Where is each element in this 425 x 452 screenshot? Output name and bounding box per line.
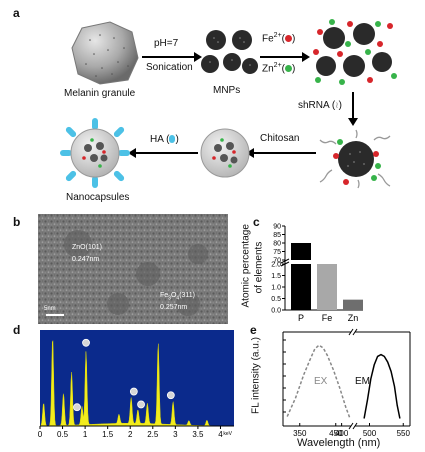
tem-image: ZnO(101) 0.247nm Fe3O4(311) 0.257nm 5nm [38, 214, 228, 324]
zn-ion-label: Zn2+() [262, 62, 296, 75]
chart-c-tick-label: 2.0 [271, 262, 281, 269]
eds-tick-label: 2 [128, 430, 133, 439]
chart-c-ylabel-line2: of elements [253, 241, 265, 294]
zno-spacing-label: 0.247nm [72, 256, 100, 263]
panel-label-b: b [13, 215, 21, 229]
eds-tick-label: 0.5 [57, 430, 69, 439]
melanin-granule-label: Melanin granule [64, 88, 136, 99]
eds-tick-label: 3.5 [192, 430, 204, 439]
zno-plane-label: ZnO(101) [72, 244, 102, 251]
chart-e-tick-label: 500 [363, 429, 377, 438]
chart-e-axis-break [352, 422, 358, 430]
chart-c-tick-label: 0.0 [271, 308, 281, 315]
shrna-icon: ≀ [335, 100, 339, 110]
ha-icon [169, 135, 176, 144]
eds-tick-label: 2.5 [147, 430, 159, 439]
chart-c-category-label: Zn [348, 313, 359, 323]
fe3o4-plane-label: Fe3O4(311) [160, 292, 196, 302]
chart-e-axis-break [348, 328, 354, 336]
arrow-shrna [348, 92, 358, 126]
bar-P-upper [291, 243, 311, 260]
ex-curve-label: EX [314, 376, 328, 387]
chart-c-tick-label: 80 [273, 241, 281, 248]
ha-label: HA () [150, 134, 179, 145]
chart-c-tick-label: 0.5 [271, 296, 281, 303]
arrow-ha [128, 148, 198, 158]
arrow-chitosan [246, 148, 316, 158]
fe-ion-dot [285, 35, 292, 43]
melanin-granule-illustration [71, 21, 139, 85]
chart-c-axis-break [280, 258, 290, 264]
shrna-label: shRNA (≀) [298, 100, 342, 111]
chart-e-ylabel: FL intensity (a.u.) [250, 337, 262, 414]
em-curve-label: EM [355, 376, 370, 387]
fe3o4-spacing-label: 0.257nm [160, 304, 188, 311]
eds-tick-label: 3 [173, 430, 178, 439]
chart-e-xlabel: Wavelength (nm) [297, 437, 381, 449]
eds-tick-label: 0 [38, 430, 43, 439]
mnps-label: MNPs [213, 85, 241, 96]
bar-Fe [317, 264, 337, 310]
chart-c-tick-label: 1.0 [271, 285, 281, 292]
eds-tick-label: 1 [83, 430, 88, 439]
bar-Zn [343, 299, 363, 310]
eds-peak-marker [129, 387, 138, 396]
eds-tick-label: 1.5 [102, 430, 114, 439]
panel-label-a: a [13, 6, 20, 20]
chitosan-coated-particle-illustration [200, 128, 250, 178]
eds-peak-marker [137, 400, 145, 409]
eds-peak-marker [73, 403, 81, 412]
arrow-ion-loading [260, 52, 310, 62]
spectrum-em [363, 353, 401, 419]
chart-e-axis-break [352, 328, 358, 336]
eds-peak-marker [82, 338, 90, 347]
chitosan-label: Chitosan [260, 133, 300, 144]
fe-ion-label: Fe2+() [262, 32, 296, 45]
nanocapsules-label: Nanocapsules [66, 192, 130, 203]
eds-x-unit: keV [223, 431, 232, 437]
chart-c-tick-label: 1.5 [271, 273, 281, 280]
ion-loaded-mnps-illustration [313, 19, 397, 85]
scale-bar-label: 5nm [44, 306, 56, 312]
chart-e-tick-label: 550 [397, 429, 411, 438]
sonication-label: Sonication [146, 62, 193, 73]
mnps-illustration [201, 30, 258, 74]
chart-c-axis-break [280, 261, 290, 267]
eds-spectrum-chart: 0 0.5 1 1.5 2 2.5 3 3.5 4 keV [38, 330, 235, 439]
bar-P [291, 264, 311, 310]
chart-c-tick-label: 75 [273, 249, 281, 256]
chart-c-category-label: P [298, 313, 304, 323]
panel-label-e: e [250, 323, 257, 337]
chart-c-tick-label: 70 [273, 258, 281, 265]
chart-e-axis-break [348, 422, 354, 430]
eds-tick-label: 4 [218, 430, 223, 439]
chart-c-tick-label: 90 [273, 224, 281, 231]
shrna-loaded-particle-illustration [319, 129, 391, 189]
chart-e-tick-label: 450 [329, 429, 343, 438]
panel-label-c: c [253, 215, 260, 229]
chart-e-tick-label: 400 [335, 429, 349, 438]
nanocapsule-illustration [60, 118, 130, 188]
panel-label-d: d [13, 323, 21, 337]
ph-label: pH=7 [154, 38, 179, 49]
chart-c-ylabel-line1: Atomic percentage [240, 224, 252, 308]
eds-peak-marker [166, 391, 175, 400]
chart-c-category-label: Fe [322, 313, 333, 323]
zn-ion-dot [285, 65, 292, 73]
spectrum-ex [286, 344, 351, 419]
eds-plot-background [40, 330, 234, 426]
chart-e-tick-label: 350 [293, 429, 307, 438]
chart-c-tick-label: 85 [273, 232, 281, 239]
arrow-sonication [142, 52, 202, 62]
